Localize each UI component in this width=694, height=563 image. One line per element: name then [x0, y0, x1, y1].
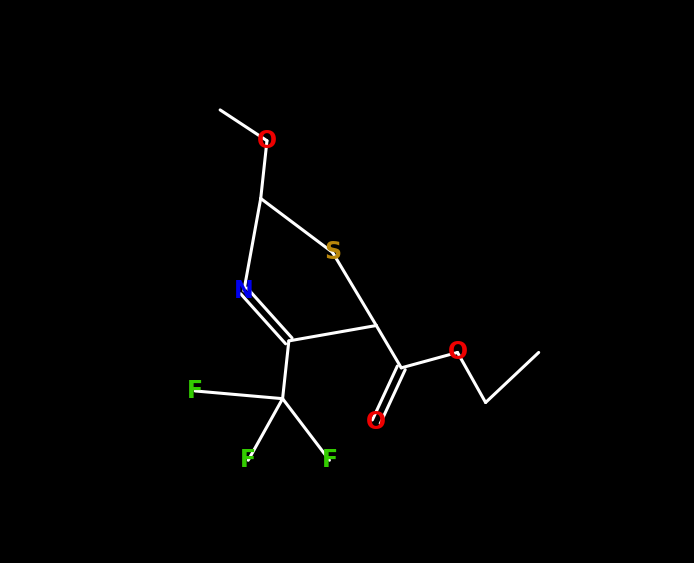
- Text: F: F: [240, 448, 256, 472]
- Text: O: O: [448, 341, 468, 364]
- Text: F: F: [187, 379, 203, 403]
- Text: F: F: [321, 448, 337, 472]
- Text: S: S: [324, 240, 341, 265]
- Text: N: N: [234, 279, 254, 303]
- Text: O: O: [366, 410, 387, 434]
- Text: O: O: [257, 129, 277, 153]
